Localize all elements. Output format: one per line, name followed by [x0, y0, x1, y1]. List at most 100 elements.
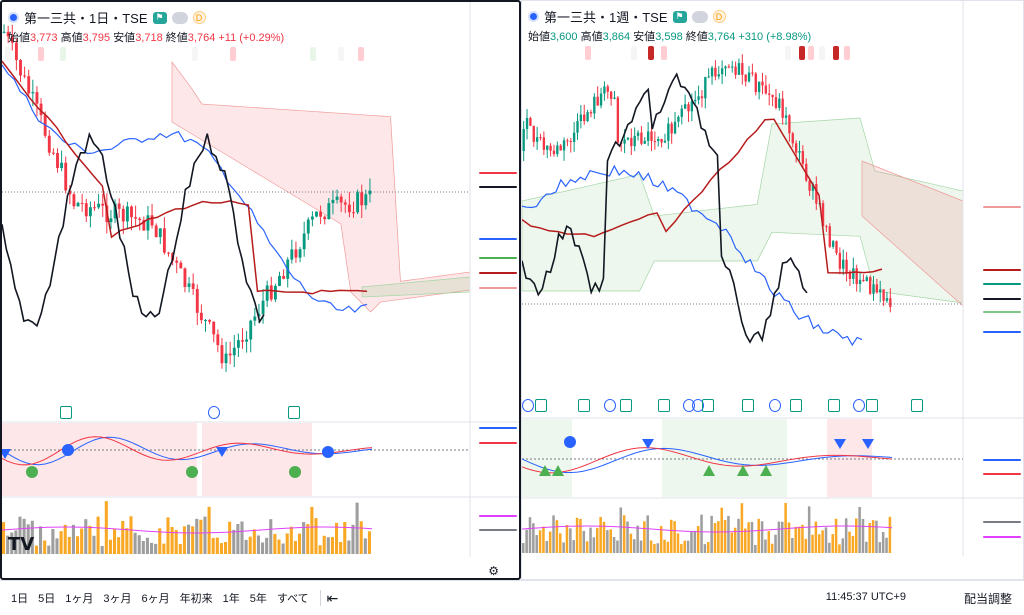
- settings-gear-icon[interactable]: ⚙: [488, 564, 499, 578]
- earnings-event-icon[interactable]: [620, 399, 632, 412]
- signal-marker: [760, 465, 772, 476]
- candle-body: [714, 67, 717, 77]
- volume-bar: [289, 526, 293, 554]
- candle-body: [831, 241, 835, 247]
- earnings-event-icon[interactable]: [866, 399, 878, 412]
- chart-canvas-daily[interactable]: [2, 2, 519, 578]
- volume-bar: [562, 542, 565, 553]
- dividend-event-icon[interactable]: [692, 399, 704, 412]
- indicator-chip[interactable]: [230, 47, 236, 61]
- indicator-chip[interactable]: [661, 46, 667, 60]
- earnings-event-icon[interactable]: [60, 406, 72, 419]
- symbol-title[interactable]: 第一三共・1週・TSE: [544, 10, 668, 25]
- volume-bar: [784, 502, 787, 553]
- volume-bar: [821, 530, 824, 553]
- volume-bar: [63, 524, 67, 554]
- timeframe-6[interactable]: 1年: [222, 593, 240, 605]
- dividend-event-icon[interactable]: [522, 399, 534, 412]
- earnings-event-icon[interactable]: [702, 399, 714, 412]
- indicator-chip[interactable]: [808, 46, 814, 60]
- bottom-toolbar: 1日 5日 1ヶ月 3ヶ月 6ヶ月 年初来 1年 5年 すべて ⇤ 11:45:37 UTC+9…: [0, 580, 1024, 615]
- signal-marker: [2, 449, 11, 459]
- timeframe-3[interactable]: 3ヶ月: [103, 593, 132, 605]
- earnings-event-icon[interactable]: [288, 406, 300, 419]
- volume-bar: [26, 524, 30, 554]
- volume-bar: [686, 540, 690, 553]
- timeframe-4[interactable]: 6ヶ月: [141, 593, 170, 605]
- timeframe-0[interactable]: 1日: [11, 593, 29, 605]
- indicator-chip[interactable]: [585, 46, 591, 60]
- candle-body: [101, 203, 105, 206]
- candle-body: [310, 216, 314, 220]
- candle-body: [720, 68, 724, 75]
- volume-bar: [676, 533, 680, 553]
- dividend-event-icon[interactable]: [853, 399, 865, 412]
- indicator-chip[interactable]: [38, 47, 44, 61]
- indicator-chip[interactable]: [844, 46, 850, 60]
- delayed-data-icon[interactable]: D: [192, 11, 206, 24]
- candle-body: [6, 31, 10, 37]
- symbol-title[interactable]: 第一三共・1日・TSE: [24, 11, 148, 26]
- signal-marker: [62, 444, 74, 456]
- toggle-icon[interactable]: [171, 11, 188, 24]
- dividend-event-icon[interactable]: [208, 406, 220, 419]
- indicator-chip[interactable]: [358, 47, 364, 61]
- earnings-event-icon[interactable]: [535, 399, 547, 412]
- indicator-chip[interactable]: [631, 46, 637, 60]
- volume-bar: [314, 518, 318, 554]
- indicator-chip[interactable]: [310, 47, 316, 61]
- volume-bar: [265, 537, 269, 554]
- candle-body: [566, 140, 569, 142]
- volume-bar: [285, 533, 289, 554]
- candle-body: [852, 268, 855, 279]
- volume-bar: [330, 537, 334, 554]
- osc-tick-label: [983, 421, 1021, 423]
- dividend-event-icon[interactable]: [604, 399, 616, 412]
- indicator-chip[interactable]: [785, 46, 791, 60]
- chart-canvas-weekly[interactable]: [522, 1, 1024, 580]
- indicator-chip[interactable]: [60, 47, 66, 61]
- candle-body: [23, 75, 27, 77]
- volume-bar: [339, 541, 343, 554]
- earnings-event-icon[interactable]: [742, 399, 754, 412]
- toggle-icon[interactable]: [691, 10, 708, 23]
- candle-body: [694, 99, 697, 102]
- indicator-chip[interactable]: [5, 47, 11, 61]
- tradingview-logo[interactable]: 𝗧𝗩: [8, 534, 35, 554]
- candle-body: [734, 66, 737, 75]
- candle-body: [290, 249, 294, 260]
- timeframe-5[interactable]: 年初来: [179, 593, 213, 605]
- timeframe-8[interactable]: すべて: [276, 593, 309, 605]
- date-range-icon[interactable]: ⇤: [326, 589, 339, 606]
- volume-bar: [636, 525, 639, 553]
- earnings-event-icon[interactable]: [658, 399, 670, 412]
- indicator-chip[interactable]: [192, 47, 198, 61]
- price-tag: [983, 311, 1021, 313]
- dividend-event-icon[interactable]: [769, 399, 781, 412]
- earnings-event-icon[interactable]: [790, 399, 802, 412]
- flag-icon[interactable]: ⚑: [152, 11, 167, 24]
- volume-bar: [18, 516, 22, 554]
- earnings-event-icon[interactable]: [828, 399, 840, 412]
- indicator-chip[interactable]: [833, 46, 839, 60]
- earnings-event-icon[interactable]: [578, 399, 590, 412]
- candle-body: [801, 151, 805, 164]
- price-tag: [479, 272, 517, 274]
- timeframe-1[interactable]: 5日: [38, 593, 56, 605]
- candle-body: [811, 183, 815, 191]
- earnings-event-icon[interactable]: [911, 399, 923, 412]
- indicator-chip[interactable]: [819, 46, 825, 60]
- chart-pane-daily[interactable]: 第一三共・1日・TSE ⚑ D 始値3,773 高値3,795 安値3,718 …: [0, 0, 521, 580]
- timeframe-2[interactable]: 1ヶ月: [65, 593, 94, 605]
- flag-icon[interactable]: ⚑: [672, 10, 687, 23]
- delayed-data-icon[interactable]: D: [712, 10, 726, 23]
- volume-bar: [306, 524, 310, 554]
- indicator-chip[interactable]: [648, 46, 654, 60]
- dividend-adjust-toggle[interactable]: 配当調整: [963, 592, 1012, 606]
- indicator-chip[interactable]: [799, 46, 805, 60]
- chart-pane-weekly[interactable]: 第一三共・1週・TSE ⚑ D 始値3,600 高値3,864 安値3,598 …: [521, 0, 1024, 580]
- timeframe-7[interactable]: 5年: [249, 593, 267, 605]
- indicator-chip[interactable]: [338, 47, 344, 61]
- clock[interactable]: 11:45:37 UTC+9: [825, 591, 906, 603]
- macd-line: [2, 436, 373, 466]
